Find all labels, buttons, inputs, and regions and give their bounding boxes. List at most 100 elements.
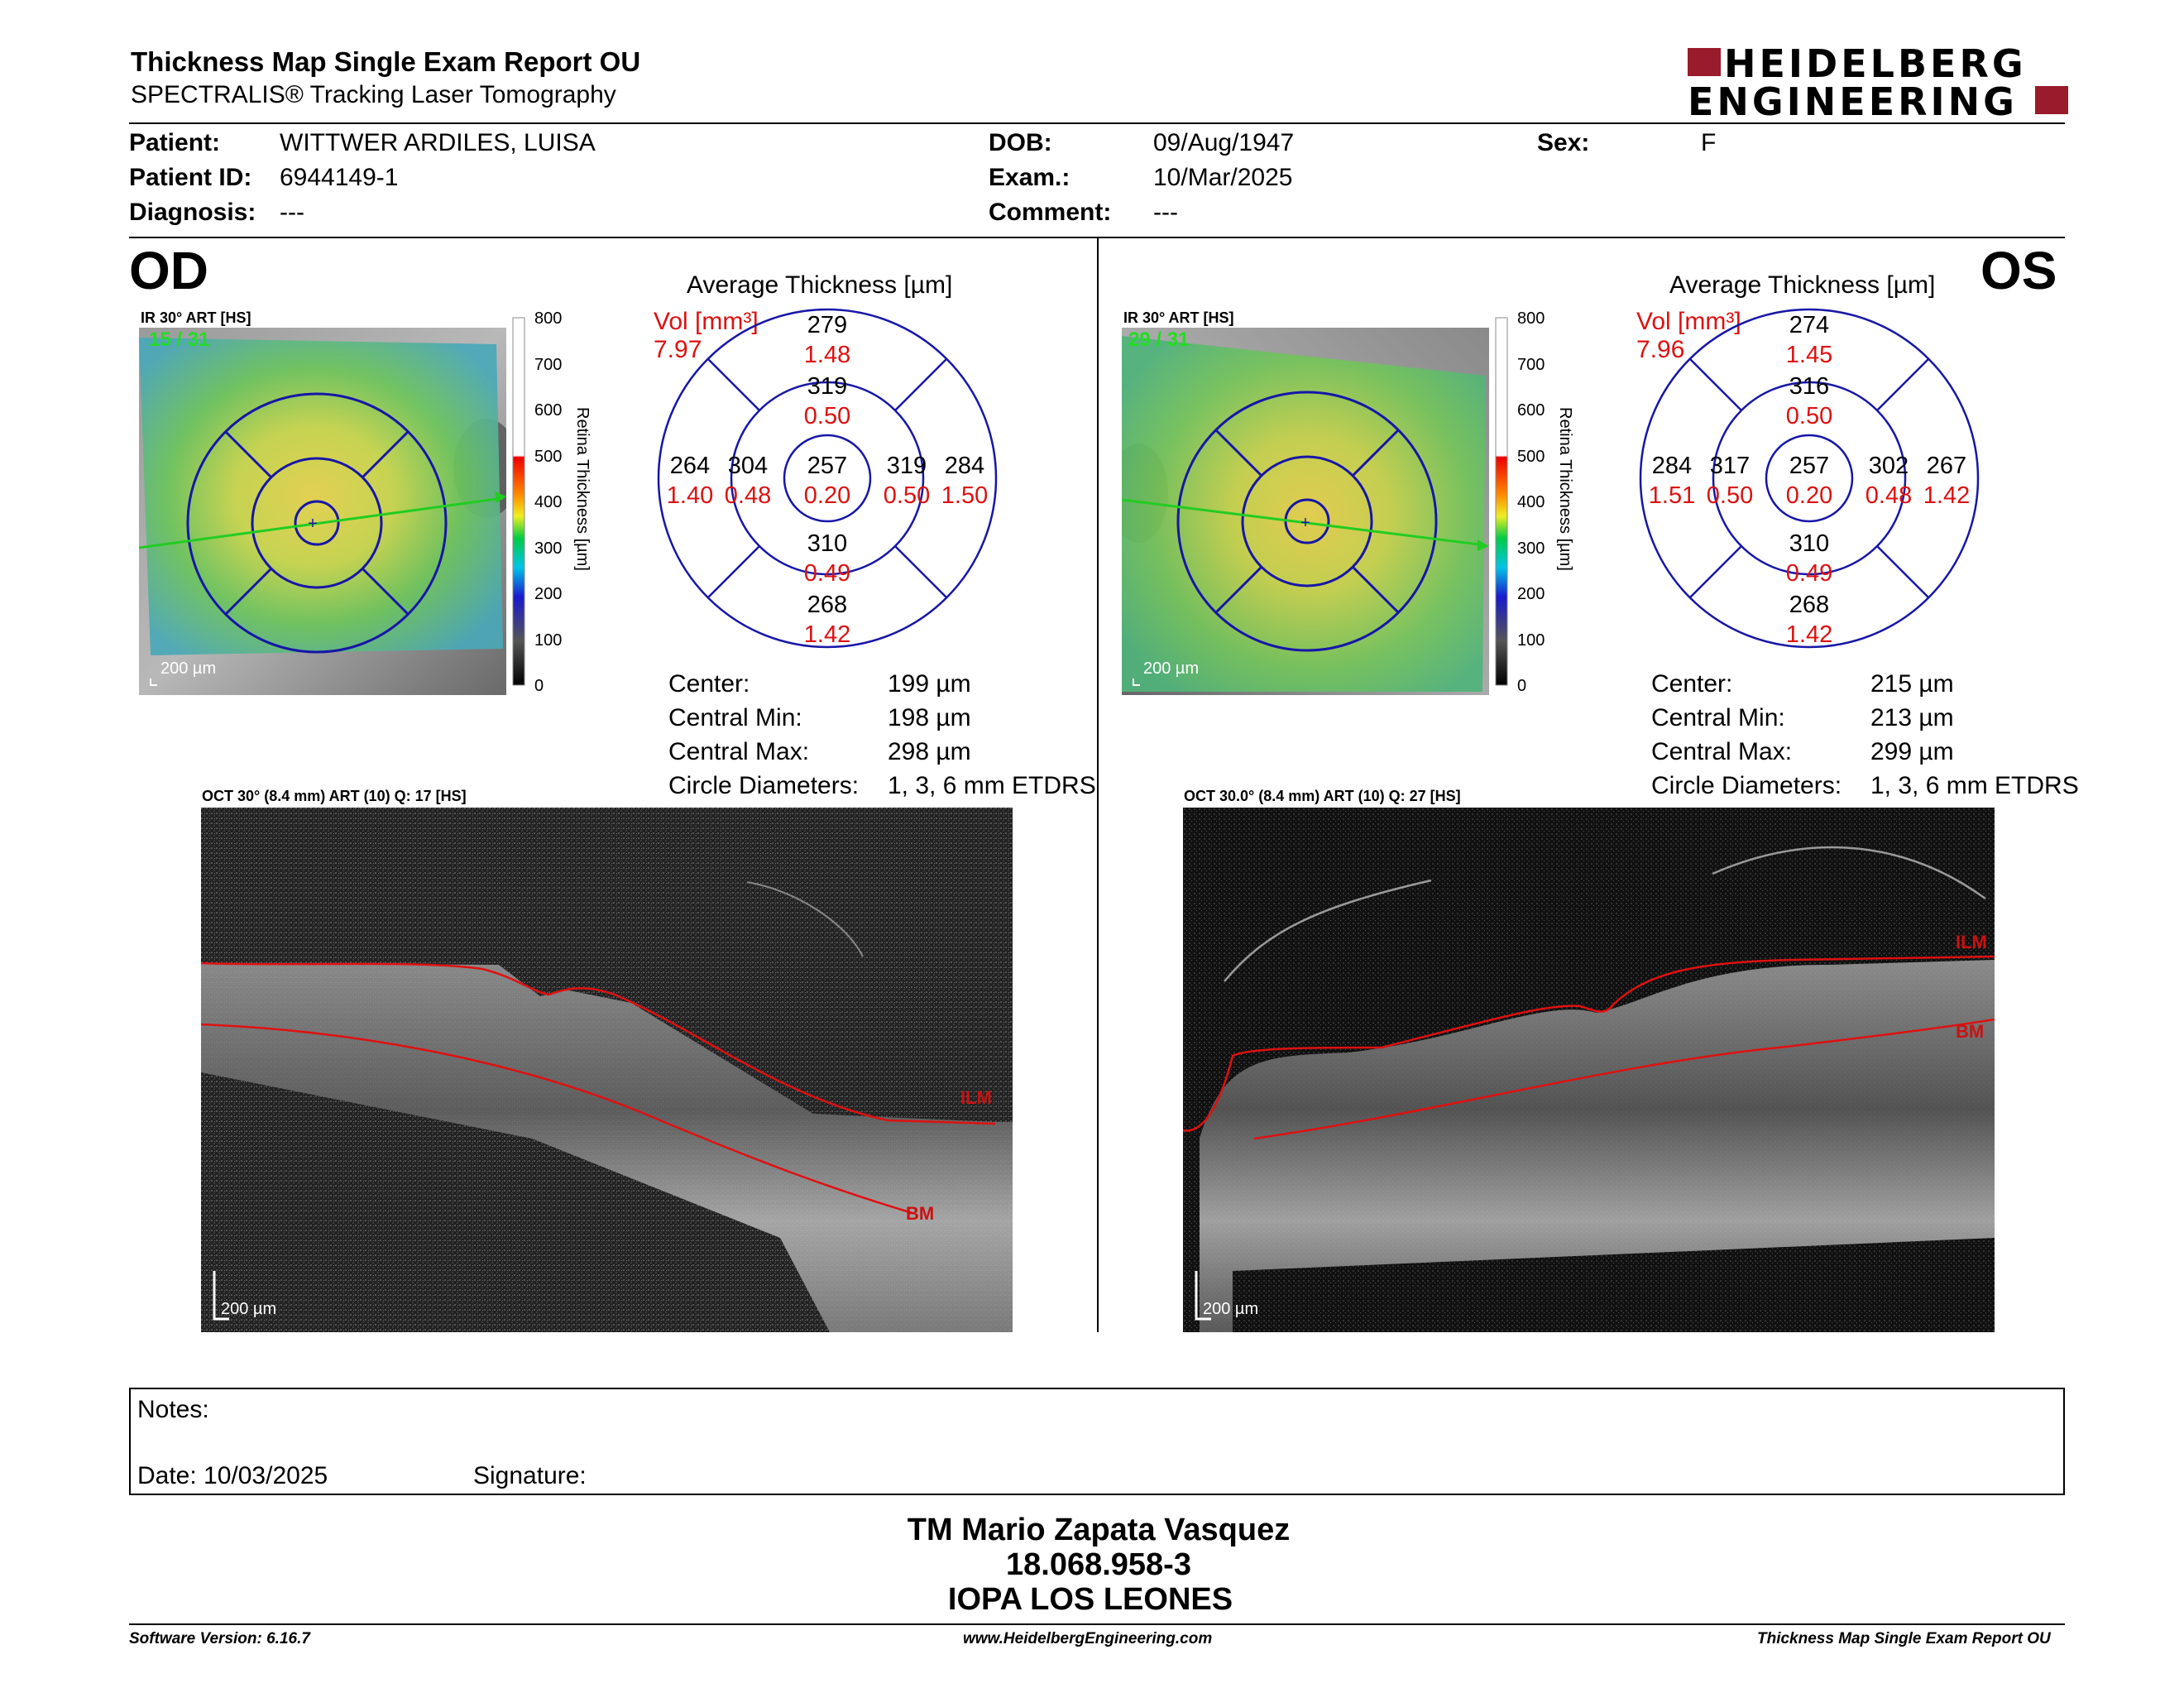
od-inner-left-thickness: 304 xyxy=(728,453,768,479)
os-chart-title: Average Thickness [µm] xyxy=(1669,271,1936,299)
svg-text:+: + xyxy=(308,515,318,533)
od-ir-header: IR 30° ART [HS] xyxy=(141,309,251,326)
exam-value: 10/Mar/2025 xyxy=(1153,164,1293,191)
od-center-volume: 0.20 xyxy=(804,482,850,509)
od-counter: 15 / 31 xyxy=(149,328,209,351)
patient-name: WITTWER ARDILES, LUISA xyxy=(280,129,596,156)
od-max-label: Central Max: xyxy=(668,738,810,765)
od-outer-bottom-volume: 1.42 xyxy=(804,621,850,648)
os-counter: 29 / 31 xyxy=(1128,328,1189,351)
notes-box: Notes: Date: 10/03/2025 Signature: xyxy=(129,1388,2065,1495)
svg-text:+: + xyxy=(1300,514,1310,532)
os-diam-label: Circle Diameters: xyxy=(1651,772,1842,799)
os-cbar-tick: 0 xyxy=(1517,677,1526,695)
od-cbar-tick: 500 xyxy=(534,448,562,466)
od-min-value: 198 µm xyxy=(888,704,971,731)
os-cbar-tick: 700 xyxy=(1517,356,1545,374)
od-scalebar: 200 µm xyxy=(160,659,216,678)
os-center-value: 215 µm xyxy=(1870,670,1954,698)
od-inner-bottom-thickness: 310 xyxy=(807,530,847,557)
os-vol-value: 7.96 xyxy=(1636,336,1685,363)
os-ilm-label: ILM xyxy=(1956,932,1987,952)
od-inner-bottom-volume: 0.49 xyxy=(804,560,850,587)
od-eye-label: OD xyxy=(129,241,208,300)
od-outer-bottom-thickness: 268 xyxy=(807,592,847,618)
od-vol-label: Vol [mm³] xyxy=(654,308,759,335)
os-inner-right-thickness: 302 xyxy=(1869,453,1909,479)
os-vol-label: Vol [mm³] xyxy=(1636,308,1741,335)
os-cbar-tick: 300 xyxy=(1517,539,1545,558)
os-cbar-tick: 800 xyxy=(1517,309,1545,328)
signature-clinic: IOPA LOS LEONES xyxy=(947,1582,1233,1617)
dob-label: DOB: xyxy=(989,129,1052,156)
os-cbar-tick: 500 xyxy=(1517,448,1545,466)
os-min-value: 213 µm xyxy=(1870,704,1954,731)
logo-line2: ENGINEERING xyxy=(1688,79,2018,124)
os-oct-scalebar: 200 µm xyxy=(1203,1300,1258,1318)
os-oct-header: OCT 30.0° (8.4 mm) ART (10) Q: 27 [HS] xyxy=(1184,788,1461,804)
notes-date: Date: 10/03/2025 xyxy=(137,1462,328,1489)
os-colorbar: 800 700 600 500 400 300 200 100 0 Retina… xyxy=(1495,309,1574,695)
od-cbar-tick: 0 xyxy=(534,677,544,695)
comment-value: --- xyxy=(1153,199,1178,226)
os-outer-top-volume: 1.45 xyxy=(1786,342,1832,368)
od-oct-header: OCT 30° (8.4 mm) ART (10) Q: 17 [HS] xyxy=(202,788,467,804)
sex-label: Sex: xyxy=(1537,129,1590,156)
os-cbar-tick: 600 xyxy=(1517,401,1545,420)
os-scalebar: 200 µm xyxy=(1143,659,1199,678)
os-outer-right-volume: 1.42 xyxy=(1923,482,1970,509)
od-outer-top-volume: 1.48 xyxy=(804,342,850,368)
signature-id: 18.068.958-3 xyxy=(1006,1547,1191,1582)
od-cbar-tick: 800 xyxy=(534,309,562,328)
od-cbar-tick: 300 xyxy=(534,539,562,558)
patient-label: Patient: xyxy=(129,129,221,156)
od-inner-top-thickness: 319 xyxy=(807,373,847,400)
os-cbar-label: Retina Thickness [µm] xyxy=(1556,407,1574,571)
exam-label: Exam.: xyxy=(989,164,1070,191)
od-diam-value: 1, 3, 6 mm ETDRS xyxy=(888,772,1096,799)
os-thickness-map: + 29 / 31 200 µm xyxy=(1122,328,1489,695)
report-title: Thickness Map Single Exam Report OU xyxy=(131,46,641,77)
od-colorbar: 800 700 600 500 400 300 200 100 0 Retina… xyxy=(512,309,592,695)
os-etdrs-grid: 274 1.45 316 0.50 257 0.20 317 0.50 302 … xyxy=(1639,308,1980,649)
os-outer-left-volume: 1.51 xyxy=(1649,482,1695,509)
os-center-thickness: 257 xyxy=(1789,453,1829,479)
od-inner-top-volume: 0.50 xyxy=(804,403,850,429)
od-oct-scan: ILM BM 200 µm xyxy=(201,808,1013,1332)
footer-software: Software Version: 6.16.7 xyxy=(129,1630,310,1647)
od-outer-right-thickness: 284 xyxy=(945,453,984,479)
od-outer-top-thickness: 279 xyxy=(807,312,847,338)
patient-id: 6944149-1 xyxy=(280,164,399,191)
os-cbar-tick: 100 xyxy=(1517,631,1545,650)
od-outer-left-thickness: 264 xyxy=(670,453,710,479)
od-cbar-tick: 100 xyxy=(534,631,562,650)
signature-name: TM Mario Zapata Vasquez xyxy=(907,1513,1291,1547)
od-chart-title: Average Thickness [µm] xyxy=(687,271,953,299)
od-cbar-tick: 700 xyxy=(534,356,562,374)
os-inner-bottom-thickness: 310 xyxy=(1789,530,1829,557)
od-cbar-label: Retina Thickness [µm] xyxy=(573,407,592,571)
os-center-volume: 0.20 xyxy=(1786,482,1832,509)
od-vol-value: 7.97 xyxy=(654,336,702,363)
os-outer-top-thickness: 274 xyxy=(1789,312,1829,338)
notes-signature-label: Signature: xyxy=(473,1462,587,1489)
os-cbar-tick: 200 xyxy=(1517,585,1545,603)
od-center-thickness: 257 xyxy=(807,453,847,479)
diagnosis-label: Diagnosis: xyxy=(129,199,256,226)
od-ilm-label: ILM xyxy=(960,1087,992,1108)
comment-label: Comment: xyxy=(989,199,1112,226)
od-outer-left-volume: 1.40 xyxy=(667,482,713,509)
os-ir-header: IR 30° ART [HS] xyxy=(1123,309,1234,326)
os-outer-bottom-volume: 1.42 xyxy=(1786,621,1832,648)
od-inner-left-volume: 0.48 xyxy=(725,482,771,509)
footer-report: Thickness Map Single Exam Report OU xyxy=(1757,1630,2051,1647)
os-center-label: Center: xyxy=(1651,670,1733,698)
sex-value: F xyxy=(1701,129,1717,156)
os-oct-scan: ILM BM 200 µm xyxy=(1183,808,1995,1332)
os-diam-value: 1, 3, 6 mm ETDRS xyxy=(1870,772,2079,799)
os-inner-top-thickness: 316 xyxy=(1789,373,1829,400)
os-min-label: Central Min: xyxy=(1651,704,1785,731)
patient-id-label: Patient ID: xyxy=(129,164,252,191)
footer-website[interactable]: www.HeidelbergEngineering.com xyxy=(963,1630,1213,1647)
od-center-label: Center: xyxy=(668,670,750,698)
